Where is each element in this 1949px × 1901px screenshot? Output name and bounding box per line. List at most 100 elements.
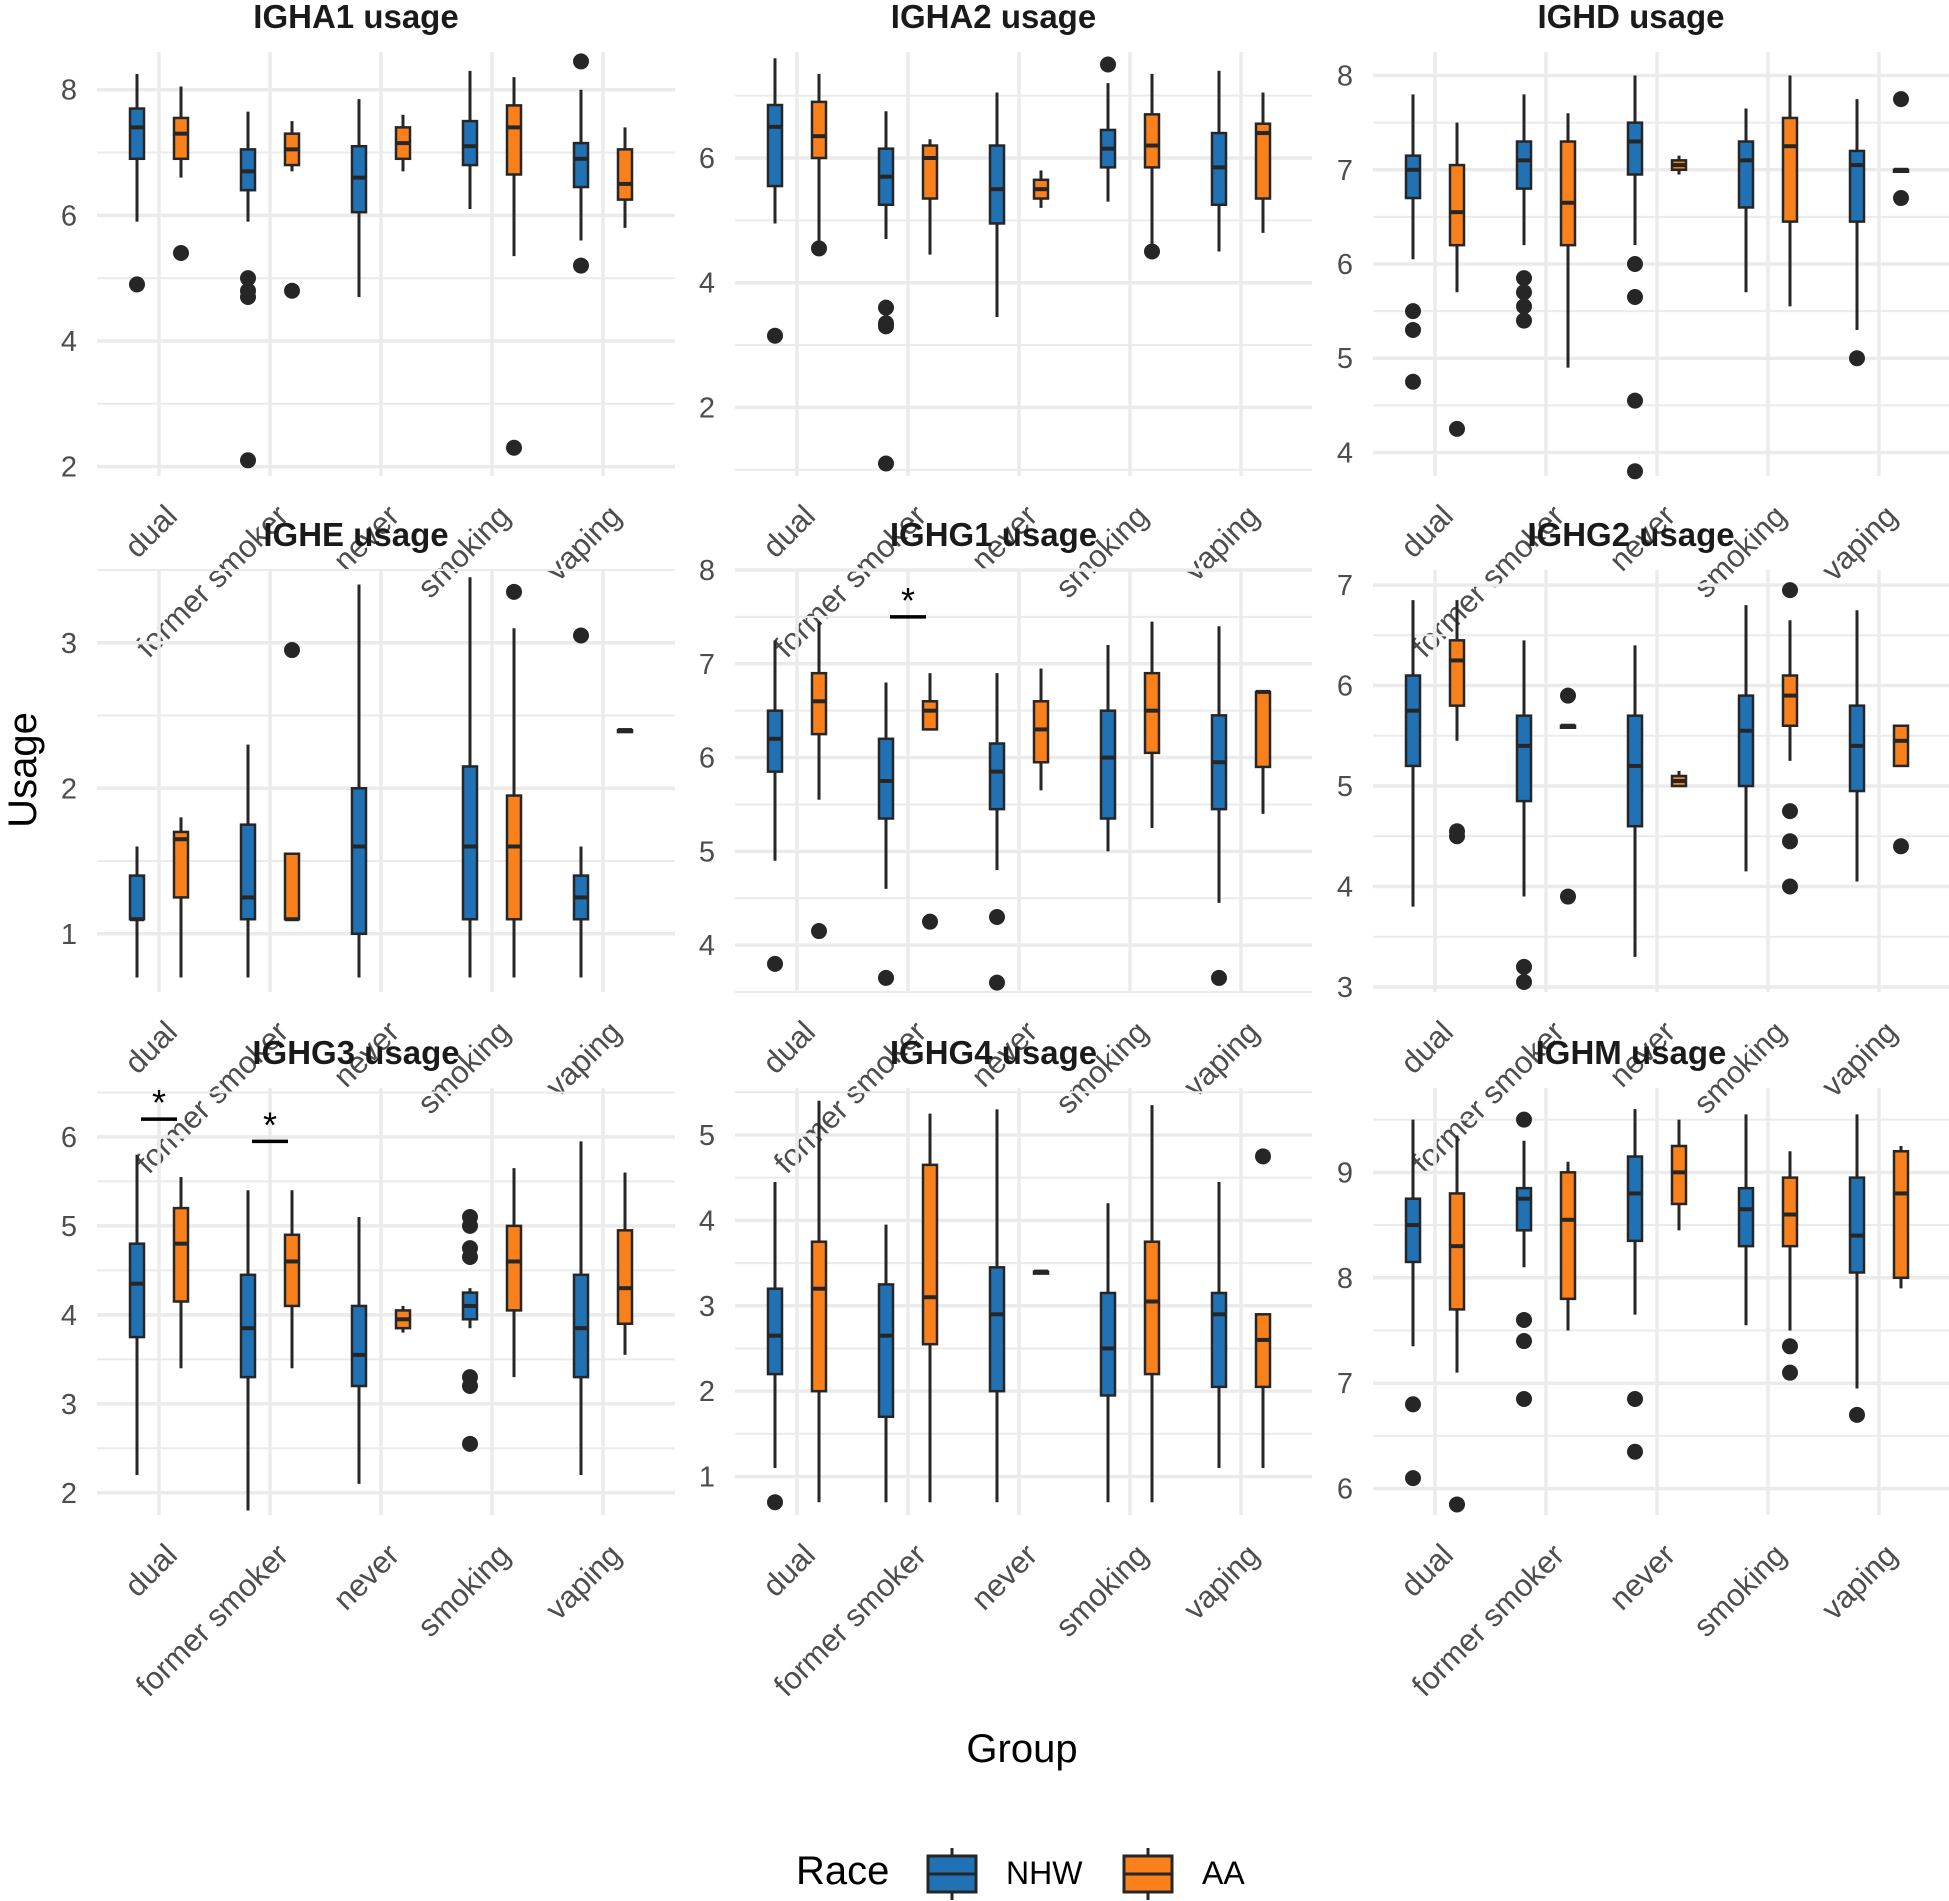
box-body [350,787,368,936]
box-body [1737,694,1755,788]
x-tick-label: vaping [539,1537,628,1626]
box-aa-vaping [1892,91,1910,207]
box-aa-vaping [616,728,634,734]
y-tick-label: 4 [699,930,715,962]
box-nhw-smoking [461,1208,479,1452]
box-aa-smoking [1781,75,1799,307]
box-aa-smoking [1143,73,1161,260]
box-nhw-vaping [1210,70,1228,252]
y-tick-label: 8 [1337,1263,1353,1295]
box-body [283,1233,301,1308]
box-aa-smoking [505,77,523,456]
box-nhw-dual [1404,94,1422,390]
box-aa-vaping [1892,1145,1910,1289]
box-nhw-former-smoker [877,682,895,986]
y-tick-label: 6 [1337,671,1353,703]
outlier-point [1100,56,1116,73]
panel-title: IGHA1 usage [253,0,458,35]
box-body [239,1273,257,1379]
y-tick-label: 7 [1337,1368,1353,1400]
y-tick-label: 4 [61,1300,77,1332]
box-body [239,823,257,921]
box-body [1032,700,1050,764]
outlier-point [922,913,938,930]
box-aa-former-smoker [921,673,939,930]
x-tick-label: vaping [539,498,628,587]
box-aa-never [394,114,412,172]
panel-title: IGHM usage [1536,1034,1727,1071]
y-tick-label: 5 [61,1211,77,1243]
box-body [1448,163,1466,247]
box-aa-vaping [1254,689,1272,814]
outlier-point [1516,312,1532,329]
box-body [505,104,523,176]
outlier-point [1516,958,1532,975]
panel-title: IGHG3 usage [252,1034,459,1071]
box-nhw-dual [766,58,784,344]
outlier-point [1516,284,1532,301]
box-nhw-former-smoker [877,111,895,472]
box-nhw-dual [1404,1119,1422,1487]
box-body [1254,690,1272,769]
box-nhw-dual [766,1181,784,1511]
outlier-point [1627,463,1643,480]
box-nhw-vaping [1848,99,1866,367]
panel-title: IGHG4 usage [890,1034,1097,1071]
y-tick-label: 6 [699,143,715,175]
y-tick-label: 8 [61,75,77,107]
x-tick-label: dual [1394,1014,1460,1080]
box-aa-vaping [1254,1148,1272,1469]
panel-title: IGHG2 usage [1527,516,1734,553]
box-body [1254,122,1272,200]
box-body [350,1304,368,1388]
x-tick-label: dual [756,1537,822,1603]
box-aa-former-smoker [283,642,301,922]
box-nhw-never [988,1109,1006,1503]
outlier-point [767,955,783,972]
box-body [572,141,590,189]
box-aa-dual [172,817,190,978]
x-tick-label: dual [118,1014,184,1080]
outlier-point [284,642,300,659]
box-aa-vaping [1254,92,1272,233]
box-body [988,742,1006,811]
x-tick-label: dual [118,498,184,564]
box-body [1781,674,1799,727]
box-nhw-former-smoker [239,111,257,469]
significance-star: * [152,1082,166,1123]
box-aa-smoking [1781,1151,1799,1381]
box-body [1254,1313,1272,1389]
outlier-point [1627,1391,1643,1408]
box-nhw-former-smoker [877,1224,895,1503]
y-tick-label: 2 [699,392,715,424]
outlier-point [1449,828,1465,845]
box-body [810,100,828,160]
outlier-point [1782,833,1798,850]
x-tick-label: vaping [1815,1537,1904,1626]
box-aa-never [1032,170,1050,208]
box-body [1404,674,1422,768]
y-tick-label: 3 [1337,972,1353,1004]
x-tick-label: smoking [1049,1537,1155,1643]
box-nhw-former-smoker [1515,1111,1533,1408]
box-aa-dual [1448,122,1466,437]
box-aa-never [1670,155,1688,175]
box-body [1099,1291,1117,1397]
box-body [616,148,634,201]
box-nhw-never [1626,1109,1644,1460]
x-tick-label: vaping [1815,498,1904,587]
box-body [1626,1155,1644,1243]
box-nhw-vaping [1210,626,1228,986]
outlier-point [811,240,827,257]
outlier-point [1516,298,1532,315]
outlier-point [1893,838,1909,855]
box-nhw-smoking [1099,645,1117,852]
y-tick-label: 5 [699,1120,715,1152]
box-aa-former-smoker [1559,687,1577,905]
outlier-point [462,1378,478,1395]
box-body [810,1240,828,1393]
box-body [128,874,146,921]
box-body [1626,714,1644,828]
outlier-point [1560,888,1576,905]
significance-star: * [263,1104,277,1145]
